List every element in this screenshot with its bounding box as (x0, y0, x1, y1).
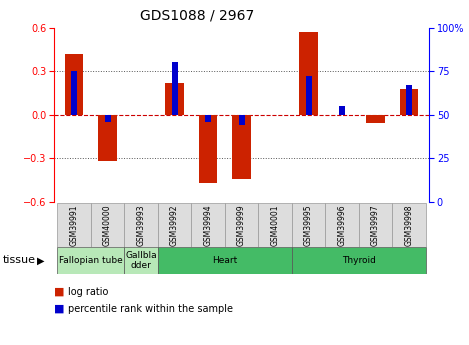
Text: GSM39997: GSM39997 (371, 205, 380, 246)
Bar (98, 115, 117, 161)
Text: Fallopian tube: Fallopian tube (59, 256, 123, 265)
Bar (239, 115, 244, 125)
Text: GSM39996: GSM39996 (338, 205, 347, 246)
Bar (232, 115, 251, 179)
Text: ▶: ▶ (37, 256, 44, 265)
Bar (305, 76, 311, 115)
Bar (165, 83, 184, 115)
Bar (124, 247, 158, 274)
Bar (158, 247, 292, 274)
Text: Gallbla
dder: Gallbla dder (125, 251, 157, 270)
Bar (91, 203, 124, 247)
Text: tissue: tissue (2, 256, 35, 265)
Bar (205, 115, 211, 122)
Bar (105, 115, 111, 122)
Bar (299, 32, 318, 115)
Text: GSM39994: GSM39994 (204, 205, 212, 246)
Bar (65, 54, 83, 115)
Text: ■: ■ (54, 287, 64, 296)
Bar (406, 85, 412, 115)
Bar (57, 203, 91, 247)
Bar (124, 203, 158, 247)
Text: log ratio: log ratio (68, 287, 108, 296)
Bar (292, 203, 325, 247)
Bar (57, 247, 124, 274)
Bar (71, 71, 77, 115)
Bar (292, 247, 426, 274)
Text: ■: ■ (54, 304, 64, 314)
Text: GSM39995: GSM39995 (304, 205, 313, 246)
Bar (158, 203, 191, 247)
Bar (199, 115, 217, 183)
Text: GSM40001: GSM40001 (271, 205, 280, 246)
Text: GSM39991: GSM39991 (69, 205, 78, 246)
Text: GSM40000: GSM40000 (103, 205, 112, 246)
Bar (392, 203, 426, 247)
Bar (258, 203, 292, 247)
Text: GSM39993: GSM39993 (136, 205, 145, 246)
Text: Heart: Heart (212, 256, 237, 265)
Bar (172, 62, 178, 115)
Bar (366, 115, 385, 124)
Bar (359, 203, 392, 247)
Text: GSM39998: GSM39998 (405, 205, 414, 246)
Text: Thyroid: Thyroid (342, 256, 376, 265)
Bar (400, 89, 418, 115)
Bar (325, 203, 359, 247)
Bar (225, 203, 258, 247)
Bar (191, 203, 225, 247)
Text: percentile rank within the sample: percentile rank within the sample (68, 304, 233, 314)
Text: GSM39992: GSM39992 (170, 205, 179, 246)
Text: GSM39999: GSM39999 (237, 205, 246, 246)
Text: GDS1088 / 2967: GDS1088 / 2967 (140, 9, 254, 23)
Bar (339, 106, 345, 115)
